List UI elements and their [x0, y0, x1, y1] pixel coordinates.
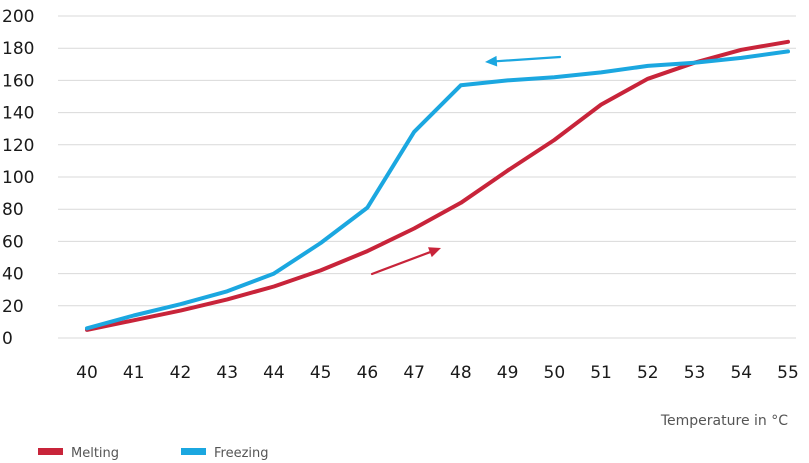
- series-line-freezing: [85, 49, 790, 331]
- x-axis-tick-labels: 40 41 42 43 44 45 46 47 48 49 50 51 52 53 54 55: [76, 363, 799, 383]
- x-tick-label: 54: [730, 363, 752, 383]
- legend-swatch: [38, 448, 63, 455]
- y-tick-label: 180: [2, 39, 34, 59]
- y-tick-label: 20: [2, 297, 24, 317]
- series-line-melting: [85, 39, 790, 332]
- freezing-direction-arrow-icon: [485, 55, 562, 67]
- x-tick-label: 43: [216, 363, 238, 383]
- y-tick-label: 200: [2, 7, 34, 27]
- y-tick-label: 100: [2, 168, 34, 188]
- y-tick-label: 80: [2, 200, 24, 220]
- x-tick-label: 49: [497, 363, 519, 383]
- x-tick-label: 48: [450, 363, 472, 383]
- x-tick-label: 52: [637, 363, 659, 383]
- legend-item-freezing: Freezing: [181, 446, 269, 461]
- legend-label: Melting: [71, 446, 119, 461]
- x-tick-label: 53: [684, 363, 706, 383]
- y-tick-label: 160: [2, 71, 34, 91]
- y-axis-tick-labels: 0 20 40 60 80 100 120 140 160 180 200: [2, 7, 34, 349]
- x-tick-label: 45: [310, 363, 332, 383]
- direction-arrows: [370, 55, 562, 276]
- legend: Melting Freezing: [38, 446, 269, 461]
- y-tick-label: 140: [2, 104, 34, 124]
- y-tick-label: 40: [2, 265, 24, 285]
- x-tick-label: 44: [263, 363, 285, 383]
- series-lines: [85, 39, 790, 332]
- legend-swatch: [181, 448, 206, 455]
- x-tick-label: 46: [357, 363, 379, 383]
- y-tick-label: 60: [2, 232, 24, 252]
- x-tick-label: 41: [123, 363, 145, 383]
- x-axis-title: Temperature in °C: [660, 413, 788, 429]
- melting-direction-arrow-icon: [370, 247, 441, 276]
- y-tick-label: 120: [2, 136, 34, 156]
- x-tick-label: 47: [403, 363, 425, 383]
- x-tick-label: 50: [544, 363, 566, 383]
- legend-label: Freezing: [214, 446, 269, 461]
- x-tick-label: 40: [76, 363, 98, 383]
- legend-item-melting: Melting: [38, 446, 119, 461]
- x-tick-label: 42: [170, 363, 192, 383]
- x-tick-label: 51: [590, 363, 612, 383]
- x-tick-label: 55: [777, 363, 799, 383]
- y-tick-label: 0: [2, 329, 13, 349]
